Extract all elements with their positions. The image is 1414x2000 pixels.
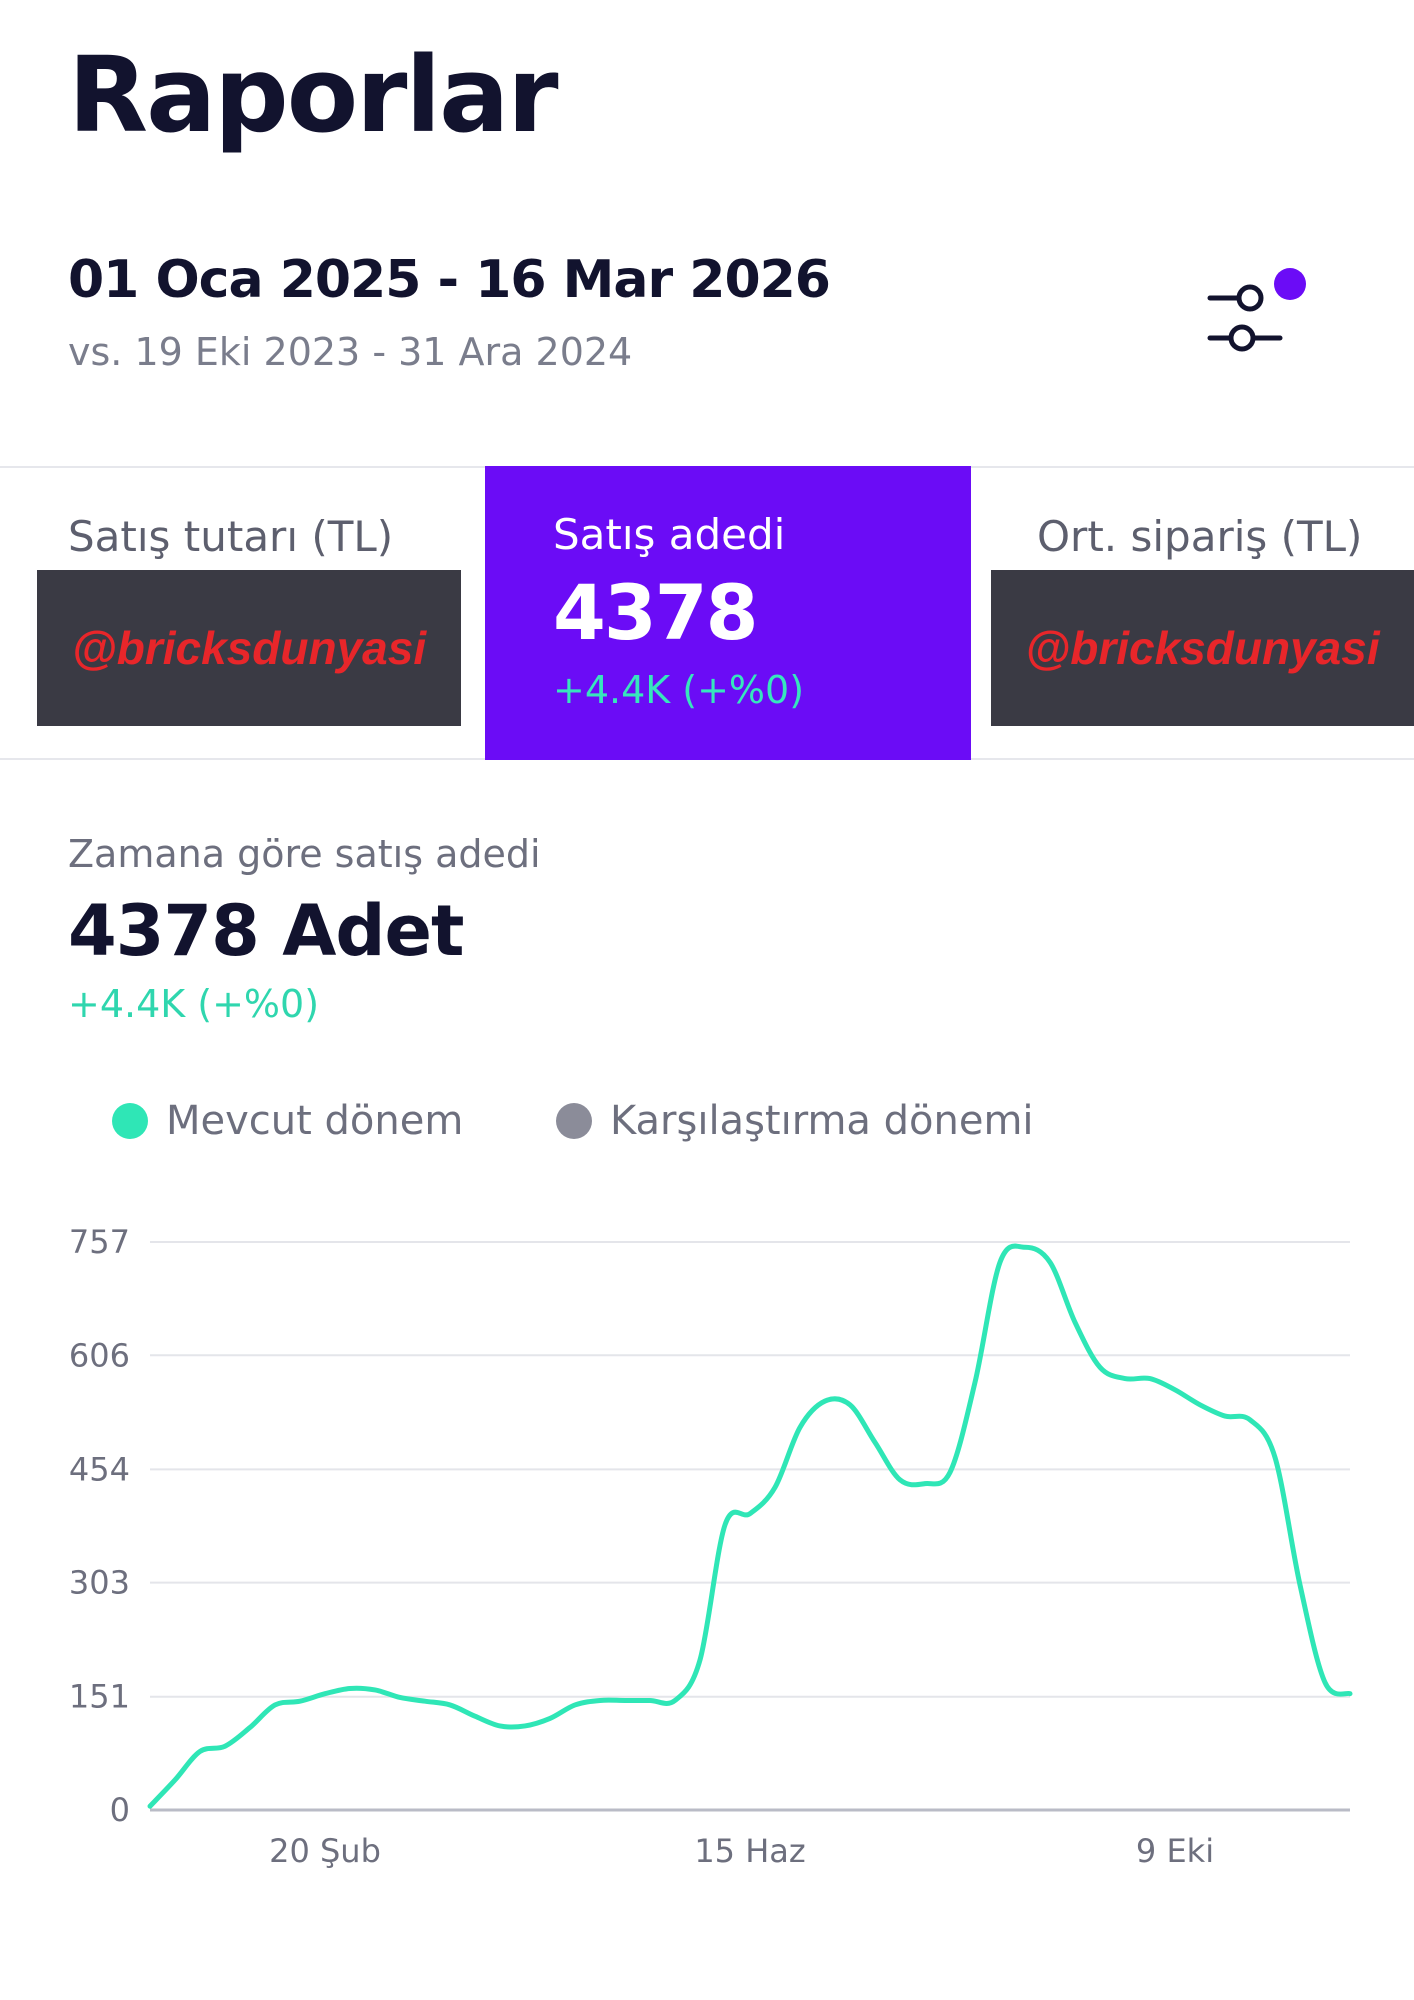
legend-label: Karşılaştırma dönemi xyxy=(610,1098,1034,1144)
page-title: Raporlar xyxy=(68,34,559,156)
sliders-icon xyxy=(1207,268,1306,352)
metric-tabs: Satış tutarı (TL) @bricksdunyasi Satış a… xyxy=(0,466,1414,760)
y-tick-label: 0 xyxy=(110,1791,130,1829)
legend-dot-compare xyxy=(556,1103,592,1139)
y-tick-label: 606 xyxy=(69,1336,130,1374)
watermark-overlay: @bricksdunyasi xyxy=(37,570,461,726)
metric-tab-sales-amount[interactable]: Satış tutarı (TL) @bricksdunyasi xyxy=(0,468,484,758)
filter-button[interactable] xyxy=(1190,258,1310,358)
metric-value: 4378 xyxy=(553,568,759,657)
y-tick-label: 151 xyxy=(69,1678,130,1716)
metric-label: Satış tutarı (TL) xyxy=(68,512,394,561)
y-tick-label: 757 xyxy=(69,1223,130,1261)
date-range[interactable]: 01 Oca 2025 - 16 Mar 2026 xyxy=(68,250,831,310)
chart-delta: +4.4K (+%0) xyxy=(68,982,320,1026)
chart-subtitle: Zamana göre satış adedi xyxy=(68,832,541,876)
metric-tab-avg-order[interactable]: Ort. sipariş (TL) @bricksdunyasi xyxy=(971,468,1414,758)
legend-compare-period[interactable]: Karşılaştırma dönemi xyxy=(556,1098,1034,1144)
y-tick-label: 454 xyxy=(69,1450,130,1488)
metric-label: Ort. sipariş (TL) xyxy=(1037,512,1363,561)
metric-label: Satış adedi xyxy=(553,510,786,559)
compare-range: vs. 19 Eki 2023 - 31 Ara 2024 xyxy=(68,330,633,374)
x-tick-label: 15 Haz xyxy=(694,1832,805,1870)
series-line-current-period xyxy=(147,1243,1353,1809)
chart-total: 4378 Adet xyxy=(68,890,464,972)
metric-delta: +4.4K (+%0) xyxy=(553,668,805,712)
x-tick-label: 20 Şub xyxy=(269,1832,381,1870)
x-tick-label: 9 Eki xyxy=(1136,1832,1214,1870)
metric-tab-sales-count[interactable]: Satış adedi 4378 +4.4K (+%0) xyxy=(485,466,971,760)
legend-dot-current xyxy=(112,1103,148,1139)
legend-label: Mevcut dönem xyxy=(166,1098,464,1144)
watermark-overlay: @bricksdunyasi xyxy=(991,570,1414,726)
legend-current-period[interactable]: Mevcut dönem xyxy=(112,1098,463,1144)
y-tick-label: 303 xyxy=(69,1564,130,1602)
